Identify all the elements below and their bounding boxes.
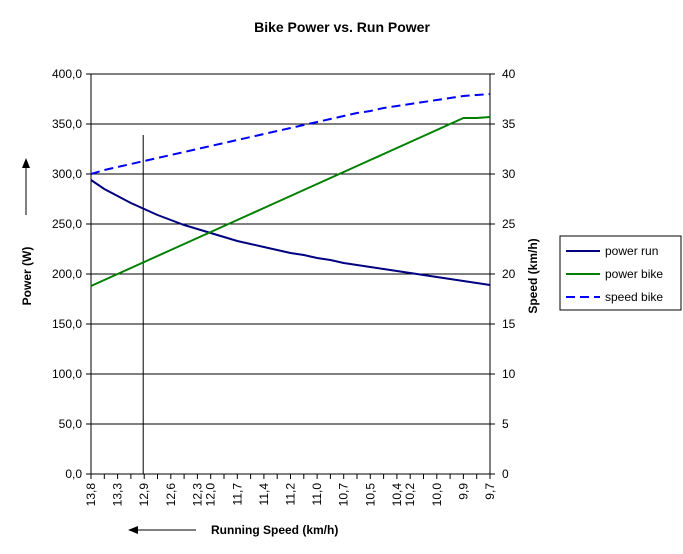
x-tick-label: 9,9: [456, 483, 470, 500]
y-tick-label: 50,0: [59, 417, 83, 431]
y2-axis-label: Speed (km/h): [526, 238, 540, 313]
legend-label: speed bike: [605, 290, 663, 304]
series-line-power-bike: [90, 116, 491, 287]
legend-label: power run: [605, 244, 658, 258]
y-tick-label: 250,0: [52, 217, 82, 231]
y-tick-label: 0,0: [65, 467, 82, 481]
x-tick-label: 10,4: [390, 483, 404, 507]
y-axis-arrowhead-icon: [22, 158, 30, 168]
y-tick-label: 150,0: [52, 317, 82, 331]
x-tick-label: 10,5: [363, 483, 377, 507]
y2-tick-label: 30: [502, 167, 516, 181]
x-tick-label: 9,7: [483, 483, 497, 500]
x-tick-label: 11,2: [284, 483, 298, 506]
y-tick-label: 100,0: [52, 367, 82, 381]
y2-tick-label: 25: [502, 217, 516, 231]
x-axis-arrowhead-icon: [128, 526, 138, 534]
x-tick-label: 11,7: [230, 483, 244, 506]
y2-tick-label: 15: [502, 317, 516, 331]
y2-tick-label: 10: [502, 367, 516, 381]
x-tick-label: 10,0: [430, 483, 444, 507]
legend: power run power bike speed bike: [559, 235, 682, 311]
x-tick-label: 12,0: [204, 483, 218, 507]
y2-tick-label: 0: [502, 467, 509, 481]
series-lines: [90, 93, 491, 287]
y-axis-label-group: Power (W): [20, 158, 34, 305]
y-axis-label: Power (W): [20, 247, 34, 306]
grid-lines: [91, 73, 490, 475]
y2-tick-label: 35: [502, 117, 516, 131]
y-tick-label: 400,0: [52, 67, 82, 81]
y-axis-ticks: 0,0 50,0 100,0 150,0 200,0 250,0 300,0 350,0 400…: [52, 67, 91, 481]
y-tick-label: 300,0: [52, 167, 82, 181]
x-tick-label: 13,8: [84, 483, 98, 507]
x-tick-label: 12,6: [164, 483, 178, 507]
y2-axis-ticks: 0 5 10 15 20 25 30 35 40: [490, 67, 516, 481]
x-tick-label: 11,4: [257, 483, 271, 506]
y-tick-label: 200,0: [52, 267, 82, 281]
x-tick-label: 11,0: [310, 483, 324, 506]
series-line-power-run: [90, 179, 491, 286]
x-tick-label: 12,9: [137, 483, 151, 507]
y2-tick-label: 5: [502, 417, 509, 431]
x-axis-label-group: Running Speed (km/h): [128, 523, 338, 537]
x-tick-label: 10,7: [337, 483, 351, 507]
y2-tick-label: 40: [502, 67, 516, 81]
x-tick-label: 13,3: [111, 483, 125, 507]
chart-title: Bike Power vs. Run Power: [254, 19, 430, 35]
x-tick-label: 12,3: [190, 483, 204, 507]
legend-label: power bike: [605, 267, 663, 281]
x-tick-label: 10,2: [403, 483, 417, 507]
y2-tick-label: 20: [502, 267, 516, 281]
x-axis-ticks: 13,8 13,3 12,9 12,6 12,3 12,0 11,7 11,4 11,2 11,0…: [84, 474, 497, 506]
x-axis-label: Running Speed (km/h): [211, 523, 338, 537]
y-tick-label: 350,0: [52, 117, 82, 131]
series-line-speed-bike: [90, 93, 491, 175]
